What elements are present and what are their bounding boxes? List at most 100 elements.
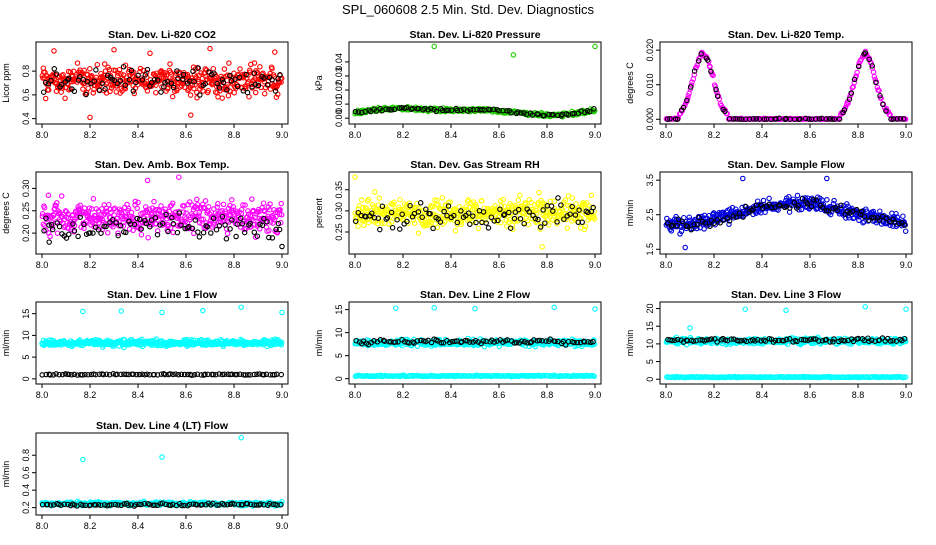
data-point (238, 67, 242, 71)
data-point (83, 206, 87, 210)
x-tick-label: 8.6 (804, 130, 817, 140)
data-point (279, 372, 283, 376)
data-point (353, 175, 357, 179)
data-point (145, 67, 149, 71)
y-tick-label: 0.8 (21, 65, 31, 78)
data-point (476, 226, 480, 230)
data-point (511, 53, 515, 57)
data-point (362, 223, 366, 227)
y-tick-label: 0.010 (645, 73, 655, 96)
y-tick-label: 0.04 (334, 53, 344, 71)
x-tick-label: 8.2 (708, 260, 721, 270)
data-point (593, 307, 597, 311)
data-point (825, 176, 829, 180)
x-tick-label: 8.0 (36, 390, 49, 400)
y-tick-label: 0.30 (334, 202, 344, 220)
data-point (112, 48, 116, 52)
data-point (75, 61, 79, 65)
y-tick-label: 0.4 (21, 112, 31, 125)
data-point (904, 229, 908, 233)
data-point (203, 199, 207, 203)
data-point (904, 307, 908, 311)
data-point (565, 226, 569, 230)
x-tick-label: 9.0 (900, 130, 913, 140)
data-point (171, 94, 175, 98)
data-point (223, 223, 227, 227)
data-point (159, 90, 163, 94)
data-point (198, 93, 202, 97)
data-point (518, 193, 522, 197)
panel-title: Stan. Dev. Li-820 Temp. (728, 29, 844, 41)
x-tick-label: 8.4 (132, 260, 145, 270)
y-axis-label: ml/min (314, 330, 324, 357)
data-point (273, 50, 277, 54)
points-boxtemp (40, 175, 284, 249)
data-point (148, 51, 152, 55)
data-point (222, 67, 226, 71)
y-tick-label: 2.5 (645, 208, 655, 221)
x-tick-label: 8.2 (397, 390, 410, 400)
x-tick-label: 8.4 (445, 390, 458, 400)
series-all (664, 176, 908, 249)
data-point (552, 305, 556, 309)
y-tick-label: 5 (21, 355, 31, 360)
data-point (474, 220, 478, 224)
data-point (398, 227, 402, 231)
data-point (81, 87, 85, 91)
x-tick-label: 8.6 (180, 130, 193, 140)
data-point (135, 206, 139, 210)
y-tick-label: 0.020 (645, 39, 655, 62)
points-sampleflow (664, 176, 908, 249)
x-tick-label: 8.6 (493, 390, 506, 400)
y-tick-label: 15 (645, 321, 655, 331)
x-tick-label: 8.6 (493, 130, 506, 140)
data-point (232, 91, 236, 95)
data-point (226, 94, 230, 98)
data-point (262, 201, 266, 205)
data-point (435, 225, 439, 229)
x-tick-label: 8.8 (541, 390, 554, 400)
y-tick-label: 1.5 (645, 243, 655, 256)
y-tick-label: 0 (21, 376, 31, 381)
points-line1 (40, 305, 284, 377)
data-point (86, 86, 90, 90)
y-tick-label: 10 (334, 328, 344, 338)
y-tick-label: 0.6 (21, 89, 31, 102)
data-point (280, 310, 284, 314)
series-all (40, 46, 284, 119)
data-point (146, 236, 150, 240)
data-point (145, 178, 149, 182)
data-point (106, 231, 110, 235)
data-point (863, 305, 867, 309)
data-point (154, 91, 158, 95)
panel-title: Stan. Dev. Line 1 Flow (107, 289, 218, 301)
x-tick-label: 8.2 (84, 260, 97, 270)
points-rh (353, 175, 597, 249)
data-point (230, 198, 234, 202)
x-tick-label: 8.2 (708, 130, 721, 140)
data-point (373, 190, 377, 194)
x-tick-label: 8.4 (756, 260, 769, 270)
x-tick-label: 8.0 (36, 260, 49, 270)
data-point (767, 196, 771, 200)
y-tick-label: 20 (645, 304, 655, 314)
y-tick-label: 0.25 (334, 223, 344, 241)
data-point (91, 197, 95, 201)
data-point (196, 230, 200, 234)
data-point (254, 90, 258, 94)
x-tick-label: 8.4 (756, 130, 769, 140)
data-point (239, 305, 243, 309)
x-tick-label: 9.0 (589, 260, 602, 270)
x-tick-label: 8.4 (445, 260, 458, 270)
data-point (225, 231, 229, 235)
data-point (88, 115, 92, 119)
data-point (119, 309, 123, 313)
data-point (67, 232, 71, 236)
data-point (279, 201, 283, 205)
data-point (390, 226, 394, 230)
